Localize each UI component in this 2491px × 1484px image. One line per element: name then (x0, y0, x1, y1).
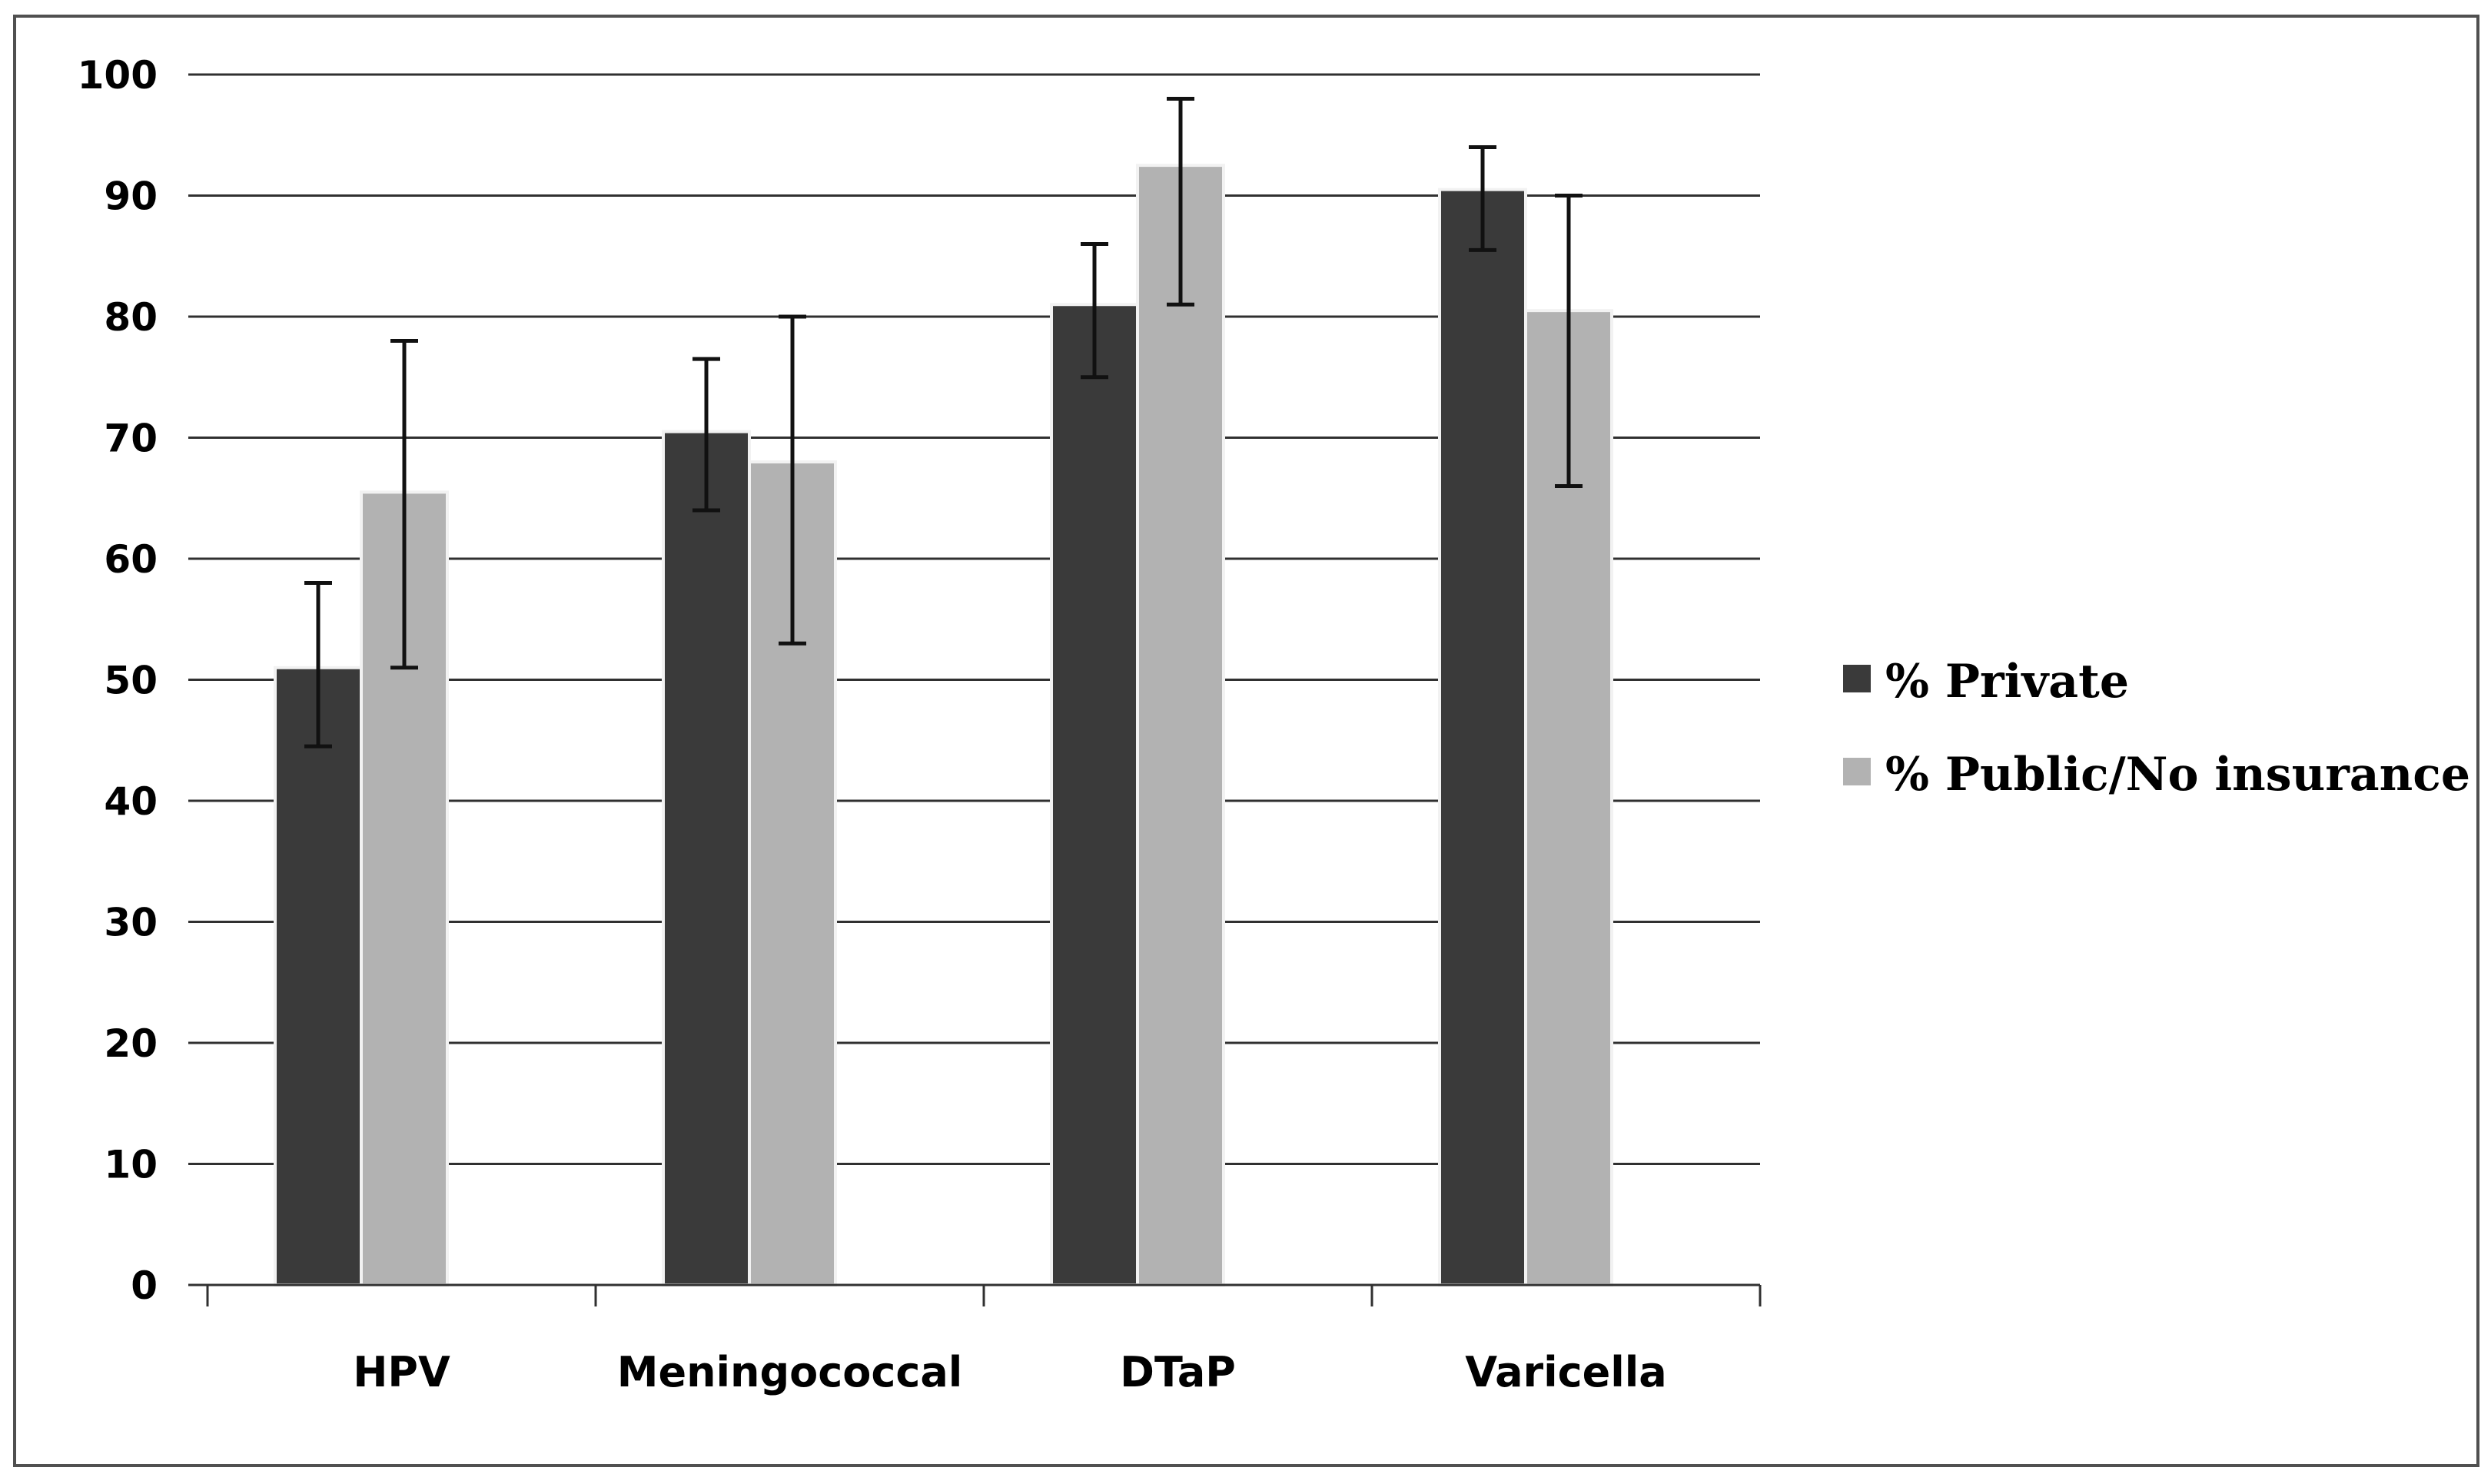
y-tick-label: 50 (104, 659, 158, 703)
y-tick-label: 80 (104, 295, 158, 340)
y-tick-label: 40 (104, 779, 158, 824)
bar-private-meningococcal (662, 430, 751, 1286)
bar-private-dtap (1050, 303, 1139, 1286)
x-axis (188, 1283, 1762, 1306)
category-labels: HPV Meningococcal DTaP Varicella (353, 1348, 1667, 1396)
error-bar-private-hpv (304, 581, 332, 749)
category-label-dtap: DTaP (1120, 1348, 1236, 1396)
error-bar-private-meningococcal (692, 357, 720, 513)
bar-private-hpv (274, 666, 363, 1286)
y-tick-label: 10 (104, 1143, 158, 1187)
error-bar-public-meningococcal (779, 314, 806, 646)
y-tick-label: 20 (104, 1021, 158, 1066)
error-bar-public-hpv (390, 339, 418, 670)
y-tick-label: 60 (104, 537, 158, 582)
y-tick-label: 100 (78, 53, 158, 98)
legend: % Private % Public/No insurance (1843, 655, 2470, 802)
bar-public-dtap (1136, 164, 1225, 1286)
category-label-varicella: Varicella (1465, 1348, 1667, 1396)
y-tick-label: 0 (131, 1263, 158, 1308)
category-label-hpv: HPV (353, 1348, 450, 1396)
category-label-meningococcal: Meningococcal (617, 1348, 963, 1396)
legend-label-public: % Public/No insurance (1885, 748, 2470, 802)
y-tick-label: 70 (104, 417, 158, 461)
error-bar-private-dtap (1081, 242, 1108, 380)
y-tick-label: 90 (104, 174, 158, 219)
bar-private-varicella (1438, 188, 1527, 1286)
legend-label-private: % Private (1885, 655, 2129, 709)
error-bar-public-varicella (1555, 194, 1583, 488)
y-tick-label: 30 (104, 901, 158, 945)
error-bars (304, 97, 1583, 749)
legend-swatch-private (1843, 665, 1871, 692)
legend-swatch-public (1843, 758, 1871, 785)
error-bar-public-dtap (1167, 97, 1194, 307)
error-bar-private-varicella (1469, 145, 1496, 252)
y-axis-ticks: 0 10 20 30 40 50 60 70 80 90 100 (78, 53, 158, 1308)
